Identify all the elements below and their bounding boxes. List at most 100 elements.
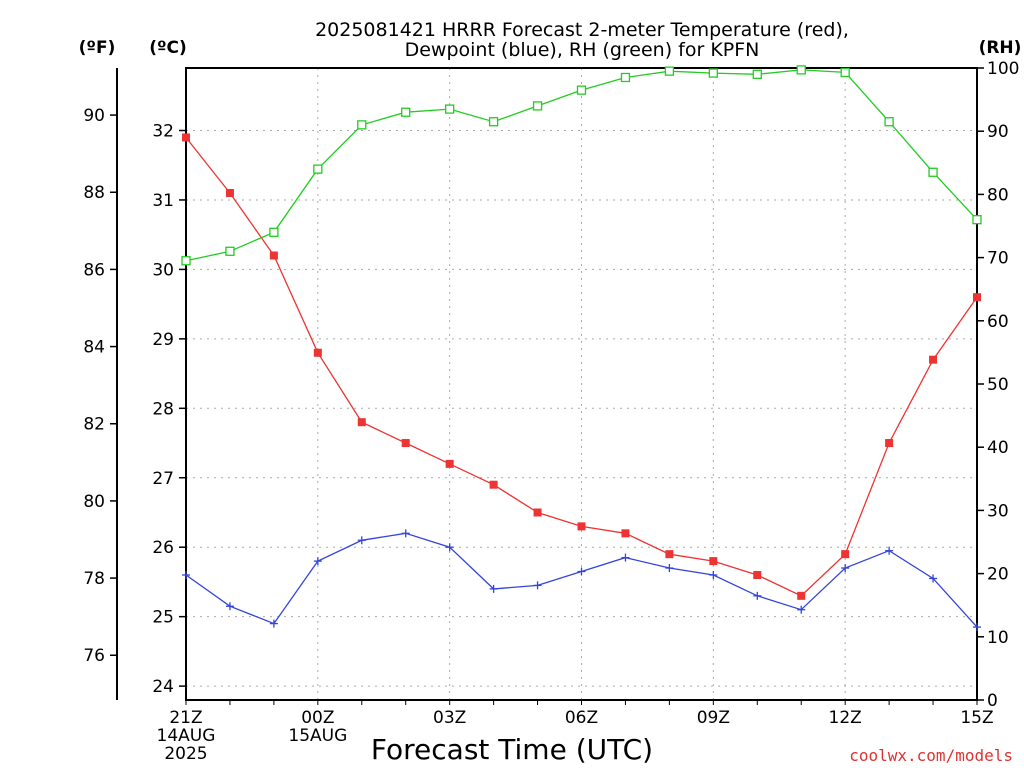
celsius-tick-label: 26 bbox=[152, 538, 174, 558]
x-tick-label: 14AUG bbox=[157, 726, 216, 746]
temperature-point bbox=[269, 251, 278, 260]
temperature-point bbox=[797, 591, 806, 600]
rh-point bbox=[357, 120, 367, 130]
x-tick-label: 12Z bbox=[829, 708, 862, 728]
temperature-point bbox=[533, 508, 542, 517]
rh-point bbox=[752, 69, 762, 79]
dewpoint-point bbox=[489, 584, 498, 593]
rh-point bbox=[488, 117, 499, 127]
data-series bbox=[181, 65, 982, 632]
chart-title-line1: 2025081421 HRRR Forecast 2-meter Tempera… bbox=[315, 19, 849, 41]
fahrenheit-tick-label: 78 bbox=[83, 569, 105, 589]
temperature-point bbox=[313, 348, 322, 357]
temperature-point bbox=[753, 570, 762, 579]
fahrenheit-tick-label: 84 bbox=[83, 338, 105, 358]
rh-tick-label: 30 bbox=[987, 501, 1009, 521]
x-axis-title: Forecast Time (UTC) bbox=[371, 733, 653, 766]
temperature-point bbox=[357, 418, 366, 427]
fahrenheit-tick-label: 76 bbox=[83, 646, 105, 666]
rh-point bbox=[796, 65, 806, 75]
rh-tick-label: 40 bbox=[987, 438, 1009, 458]
dewpoint-point bbox=[269, 619, 278, 628]
dewpoint-point bbox=[841, 564, 850, 573]
rh-point bbox=[225, 246, 235, 256]
temperature-point bbox=[841, 550, 850, 559]
fahrenheit-tick-label: 86 bbox=[83, 260, 105, 280]
celsius-tick-label: 30 bbox=[152, 260, 174, 280]
rh-tick-label: 70 bbox=[987, 249, 1009, 269]
dewpoint-point bbox=[313, 557, 322, 566]
rh-point bbox=[708, 68, 718, 78]
dewpoint-point bbox=[445, 543, 454, 552]
x-tick-label: 21Z bbox=[169, 708, 202, 728]
rh-point bbox=[401, 107, 411, 117]
axes: 76 78 80 82 84 86 88 90 24 25 26 27 28 29 30 31 32 0 10 20 3… bbox=[83, 59, 1019, 764]
rh-tick-label: 10 bbox=[987, 628, 1009, 648]
celsius-tick-label: 28 bbox=[152, 399, 174, 419]
x-tick-label: 2025 bbox=[164, 744, 207, 764]
temperature-point bbox=[489, 480, 498, 489]
rh-point bbox=[840, 67, 850, 78]
watermark-text: coolwx.com/models bbox=[849, 746, 1013, 765]
fahrenheit-tick-label: 82 bbox=[83, 415, 105, 435]
temperature-point bbox=[929, 355, 938, 364]
rh-point bbox=[576, 85, 587, 95]
temperature-point bbox=[225, 189, 234, 198]
x-tick-label: 00Z bbox=[301, 708, 334, 728]
dewpoint-point bbox=[665, 564, 674, 573]
x-tick-label: 15AUG bbox=[288, 726, 347, 746]
celsius-tick-label: 32 bbox=[152, 122, 174, 142]
fahrenheit-tick-label: 88 bbox=[83, 183, 105, 203]
dewpoint-point bbox=[533, 581, 542, 590]
rh-tick-label: 50 bbox=[987, 375, 1009, 395]
celsius-tick-label: 24 bbox=[152, 677, 174, 697]
dewpoint-point bbox=[225, 602, 234, 611]
rh-point bbox=[928, 167, 938, 177]
dewpoint-point bbox=[797, 605, 806, 614]
temperature-point bbox=[182, 133, 190, 142]
rh-point bbox=[181, 256, 191, 266]
rh-line bbox=[185, 69, 978, 262]
temperature-point bbox=[973, 293, 981, 302]
celsius-tick-label: 31 bbox=[152, 191, 174, 211]
dewpoint-point bbox=[182, 570, 190, 579]
temperature-point bbox=[665, 550, 674, 559]
rh-point bbox=[664, 66, 675, 76]
celsius-tick-label: 27 bbox=[152, 469, 174, 489]
celsius-tick-label: 29 bbox=[152, 330, 174, 350]
rh-tick-label: 0 bbox=[987, 691, 998, 711]
rh-point bbox=[313, 164, 323, 174]
x-tick-label: 15Z bbox=[960, 708, 993, 728]
grid-lines bbox=[186, 68, 977, 700]
dewpoint-point bbox=[973, 623, 981, 632]
fahrenheit-tick-label: 90 bbox=[83, 106, 105, 126]
temperature-point bbox=[885, 439, 894, 448]
temperature-point bbox=[621, 529, 630, 538]
dewpoint-point bbox=[709, 570, 718, 579]
temperature-point bbox=[401, 439, 410, 448]
temperature-point bbox=[445, 459, 454, 468]
rh-point bbox=[972, 215, 982, 225]
temperature-point bbox=[709, 557, 718, 566]
celsius-tick-label: 25 bbox=[152, 608, 174, 628]
fahrenheit-unit-label: (ºF) bbox=[79, 38, 116, 58]
dewpoint-point bbox=[401, 529, 410, 538]
fahrenheit-tick-label: 80 bbox=[83, 492, 105, 512]
rh-tick-label: 90 bbox=[987, 122, 1009, 142]
dewpoint-point bbox=[357, 536, 366, 545]
dewpoint-point bbox=[577, 567, 586, 576]
x-tick-label: 06Z bbox=[565, 708, 598, 728]
celsius-unit-label: (ºC) bbox=[149, 38, 187, 58]
rh-tick-label: 100 bbox=[987, 59, 1019, 79]
rh-tick-label: 60 bbox=[987, 312, 1009, 332]
rh-unit-label: (RH) bbox=[979, 38, 1022, 58]
rh-point bbox=[445, 104, 455, 114]
x-tick-label: 03Z bbox=[433, 708, 466, 728]
dewpoint-point bbox=[929, 574, 938, 583]
chart-title-line2: Dewpoint (blue), RH (green) for KPFN bbox=[405, 39, 760, 61]
rh-point bbox=[269, 227, 279, 237]
rh-tick-label: 80 bbox=[987, 185, 1009, 205]
dewpoint-point bbox=[621, 553, 630, 562]
temperature-point bbox=[577, 522, 586, 531]
x-tick-label: 09Z bbox=[697, 708, 730, 728]
